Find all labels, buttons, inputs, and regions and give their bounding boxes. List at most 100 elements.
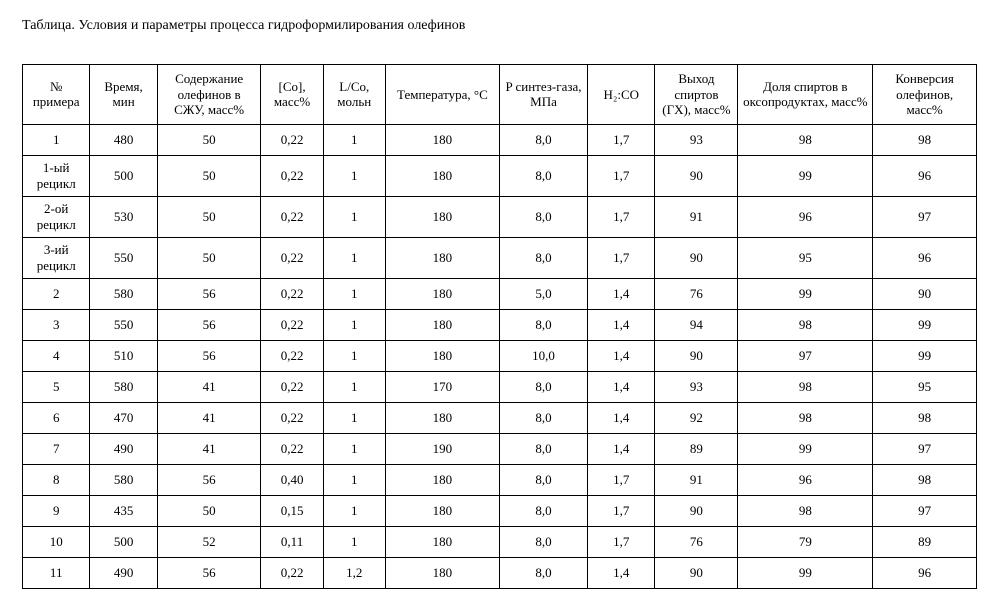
table-row: 11490560,221,21808,01,4909996 [23,557,977,588]
table-cell: 580 [90,371,157,402]
table-cell: 180 [385,155,499,196]
table-cell: 170 [385,371,499,402]
table-row: 3550560,2211808,01,4949899 [23,309,977,340]
table-cell: 1,4 [588,309,655,340]
table-cell: 56 [157,464,261,495]
table-cell: 510 [90,340,157,371]
table-cell: 91 [655,464,738,495]
table-cell: 1 [323,526,385,557]
table-cell: 1,4 [588,340,655,371]
table-cell: 96 [873,155,977,196]
table-cell: 1 [23,124,90,155]
table-cell: 0,22 [261,124,323,155]
table-row: 6470410,2211808,01,4929898 [23,402,977,433]
table-cell: 1 [323,433,385,464]
table-row: 7490410,2211908,01,4899997 [23,433,977,464]
table-row: 8580560,4011808,01,7919698 [23,464,977,495]
table-cell: 41 [157,371,261,402]
table-cell: 50 [157,155,261,196]
table-cell: 7 [23,433,90,464]
table-cell: 530 [90,196,157,237]
table-cell: 97 [873,196,977,237]
table-cell: 90 [655,155,738,196]
table-cell: 180 [385,237,499,278]
table-cell: 56 [157,340,261,371]
table-cell: 97 [738,340,873,371]
table-cell: 96 [873,237,977,278]
table-row: 10500520,1111808,01,7767989 [23,526,977,557]
table-cell: 1,7 [588,155,655,196]
table-cell: 76 [655,526,738,557]
table-cell: 500 [90,155,157,196]
table-cell: 98 [738,371,873,402]
table-cell: 98 [873,124,977,155]
table-cell: 470 [90,402,157,433]
table-cell: 1,4 [588,557,655,588]
table-cell: 180 [385,402,499,433]
table-caption: Таблица. Условия и параметры процесса ги… [22,18,977,34]
table-cell: 90 [655,557,738,588]
col-header: Температура, °C [385,65,499,125]
table-cell: 76 [655,278,738,309]
table-cell: 580 [90,464,157,495]
table-cell: 50 [157,124,261,155]
table-cell: 90 [655,340,738,371]
table-cell: 5 [23,371,90,402]
table-cell: 0,22 [261,402,323,433]
table-cell: 96 [738,464,873,495]
table-cell: 90 [873,278,977,309]
table-cell: 1,2 [323,557,385,588]
table-cell: 89 [655,433,738,464]
table-cell: 97 [873,433,977,464]
table-cell: 8,0 [499,155,587,196]
table-cell: 10,0 [499,340,587,371]
table-cell: 90 [655,495,738,526]
table-cell: 99 [738,278,873,309]
table-cell: 94 [655,309,738,340]
table-cell: 0,22 [261,237,323,278]
data-table: № примера Время, мин Содержание олефинов… [22,64,977,589]
table-cell: 50 [157,196,261,237]
table-cell: 98 [738,124,873,155]
table-cell: 180 [385,124,499,155]
table-cell: 50 [157,495,261,526]
table-cell: 99 [738,433,873,464]
table-cell: 97 [873,495,977,526]
table-cell: 1,7 [588,124,655,155]
table-cell: 480 [90,124,157,155]
table-cell: 180 [385,464,499,495]
table-cell: 8,0 [499,557,587,588]
table-cell: 79 [738,526,873,557]
table-cell: 89 [873,526,977,557]
table-cell: 1 [323,402,385,433]
table-cell: 56 [157,309,261,340]
table-cell: 56 [157,557,261,588]
table-cell: 500 [90,526,157,557]
table-cell: 50 [157,237,261,278]
table-row: 1480500,2211808,01,7939898 [23,124,977,155]
table-cell: 8,0 [499,124,587,155]
col-header: Выход спиртов (ГХ), масс% [655,65,738,125]
table-cell: 99 [873,340,977,371]
table-row: 5580410,2211708,01,4939895 [23,371,977,402]
table-cell: 180 [385,196,499,237]
table-cell: 8,0 [499,433,587,464]
table-cell: 1,4 [588,278,655,309]
table-cell: 8,0 [499,402,587,433]
table-cell: 5,0 [499,278,587,309]
table-cell: 0,40 [261,464,323,495]
table-cell: 0,15 [261,495,323,526]
table-cell: 180 [385,309,499,340]
table-cell: 1,4 [588,371,655,402]
table-cell: 8 [23,464,90,495]
table-cell: 9 [23,495,90,526]
header-row: № примера Время, мин Содержание олефинов… [23,65,977,125]
table-cell: 95 [738,237,873,278]
table-cell: 0,22 [261,196,323,237]
table-cell: 2-ой рецикл [23,196,90,237]
table-cell: 1,7 [588,495,655,526]
table-cell: 180 [385,278,499,309]
table-cell: 1-ый рецикл [23,155,90,196]
table-cell: 550 [90,309,157,340]
table-cell: 8,0 [499,464,587,495]
